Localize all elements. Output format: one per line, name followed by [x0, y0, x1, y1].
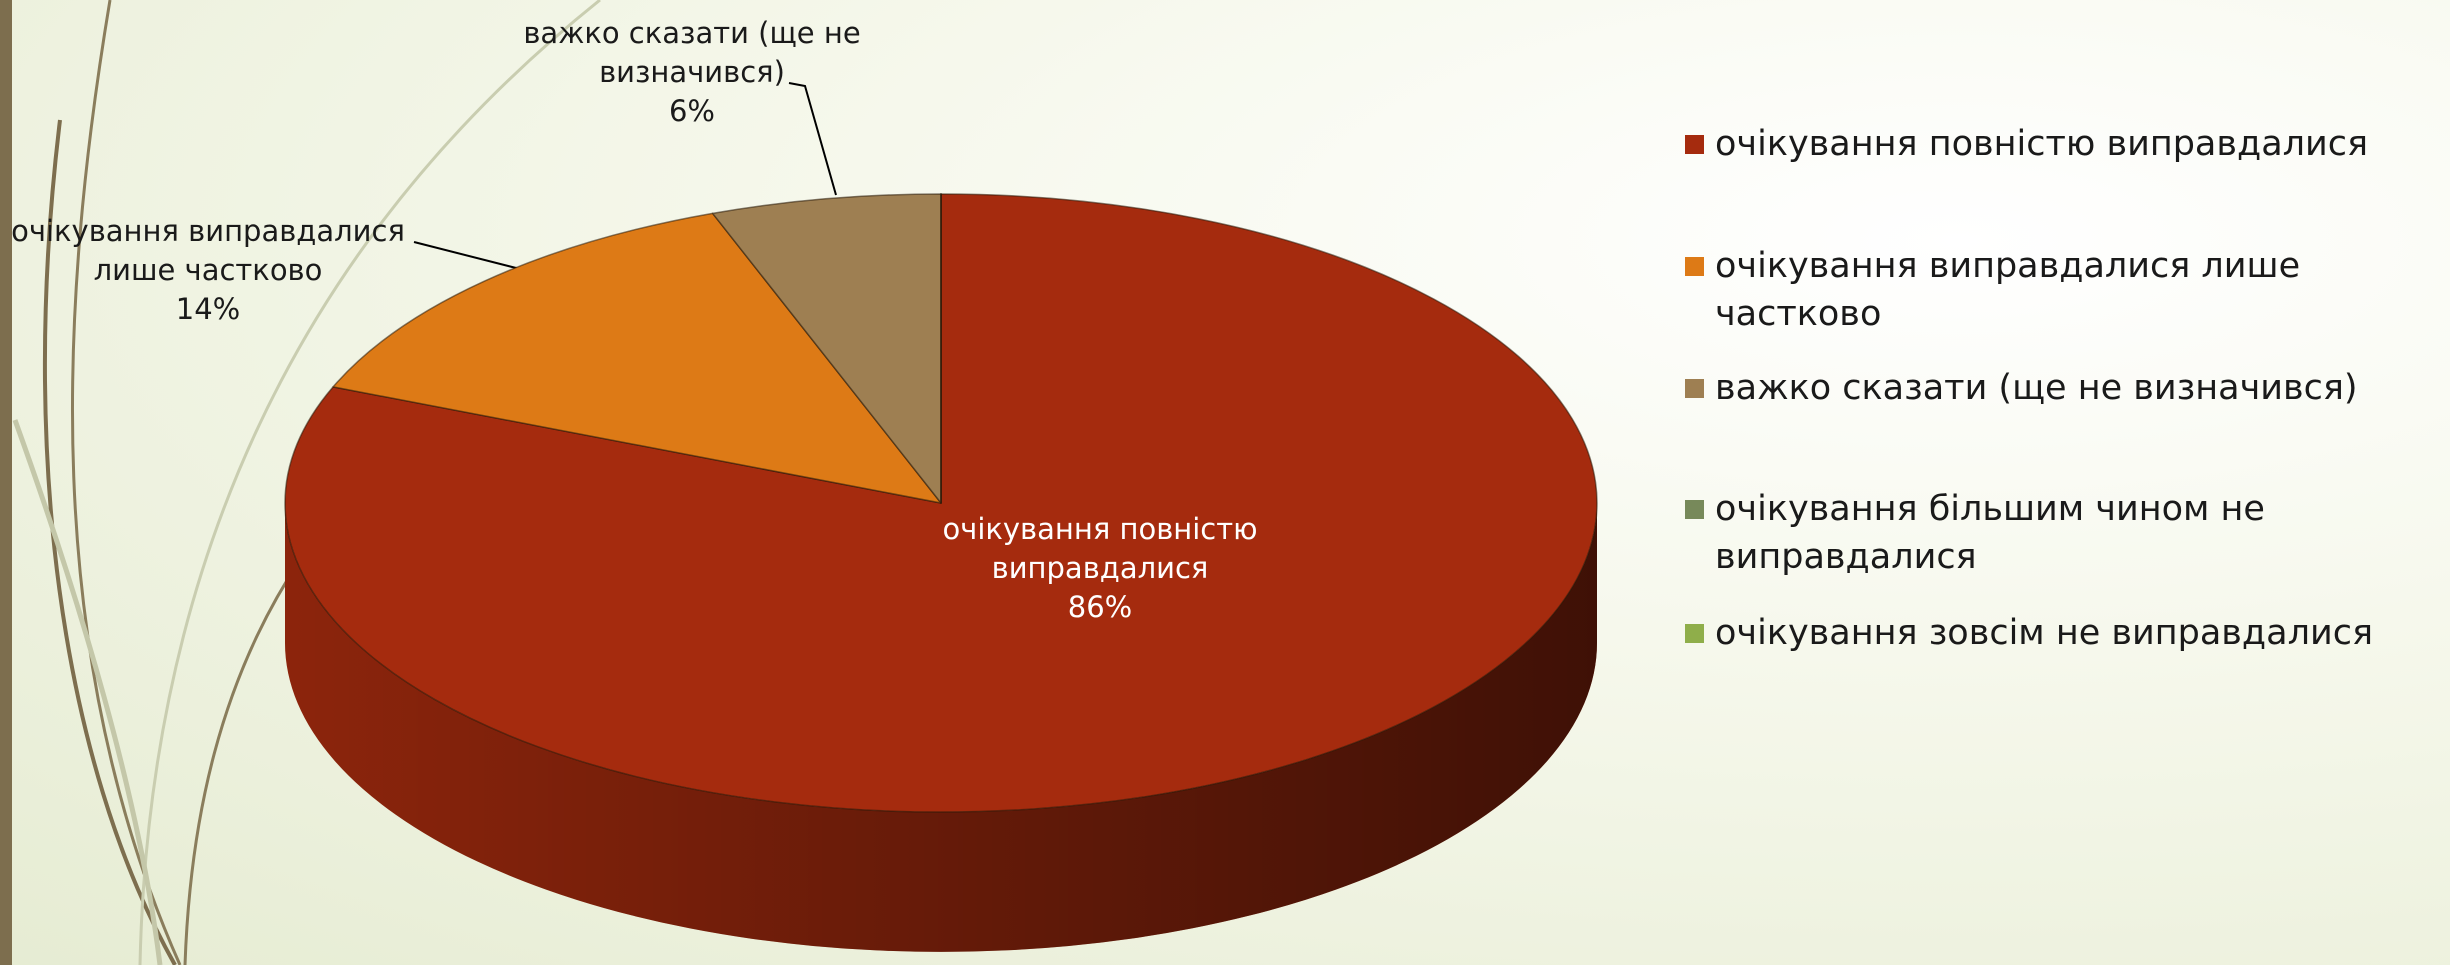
legend-swatch [1685, 624, 1704, 643]
data-label-category: очікування повністю виправдалися [942, 512, 1258, 585]
legend-item: очікування більшим чином не виправдалися [1685, 485, 2430, 581]
pie-slice [332, 212, 942, 504]
data-label: очікування повністю виправдалися 86% [865, 510, 1335, 627]
pie-slice [284, 193, 1598, 813]
data-label-value: 6% [668, 94, 715, 128]
legend-label: очікування виправдалися лише частково [1715, 246, 2301, 334]
data-label: очікування виправдалися лише частково 14% [0, 212, 416, 329]
legend-swatch [1685, 379, 1704, 398]
legend-label: очікування зовсім не виправдалися [1715, 613, 2373, 653]
legend-item: очікування повністю виправдалися [1685, 120, 2430, 168]
data-label-category: важко сказати (ще не визначився) [523, 16, 861, 89]
legend-item: важко сказати (ще не визначився) [1685, 364, 2430, 412]
data-label-value: 14% [175, 292, 241, 326]
legend-item: очікування виправдалися лише частково [1685, 242, 2430, 338]
legend-label: очікування більшим чином не виправдалися [1715, 489, 2265, 577]
data-label: важко сказати (ще не визначився) 6% [512, 14, 872, 131]
data-label-value: 86% [1067, 590, 1133, 624]
pie-slice [711, 193, 942, 504]
leader-line [788, 82, 837, 196]
legend-label: важко сказати (ще не визначився) [1715, 368, 2358, 408]
decor-curves [12, 0, 601, 965]
legend-item: очікування зовсім не виправдалися [1685, 609, 2430, 657]
legend-label: очікування повністю виправдалися [1715, 124, 2369, 164]
side-stripe [0, 0, 12, 965]
side-shade [285, 503, 1597, 952]
legend-swatch [1685, 257, 1704, 276]
legend-swatch [1685, 135, 1704, 154]
legend-swatch [1685, 500, 1704, 519]
data-label-category: очікування виправдалися лише частково [11, 214, 405, 287]
leader-line [413, 241, 521, 270]
